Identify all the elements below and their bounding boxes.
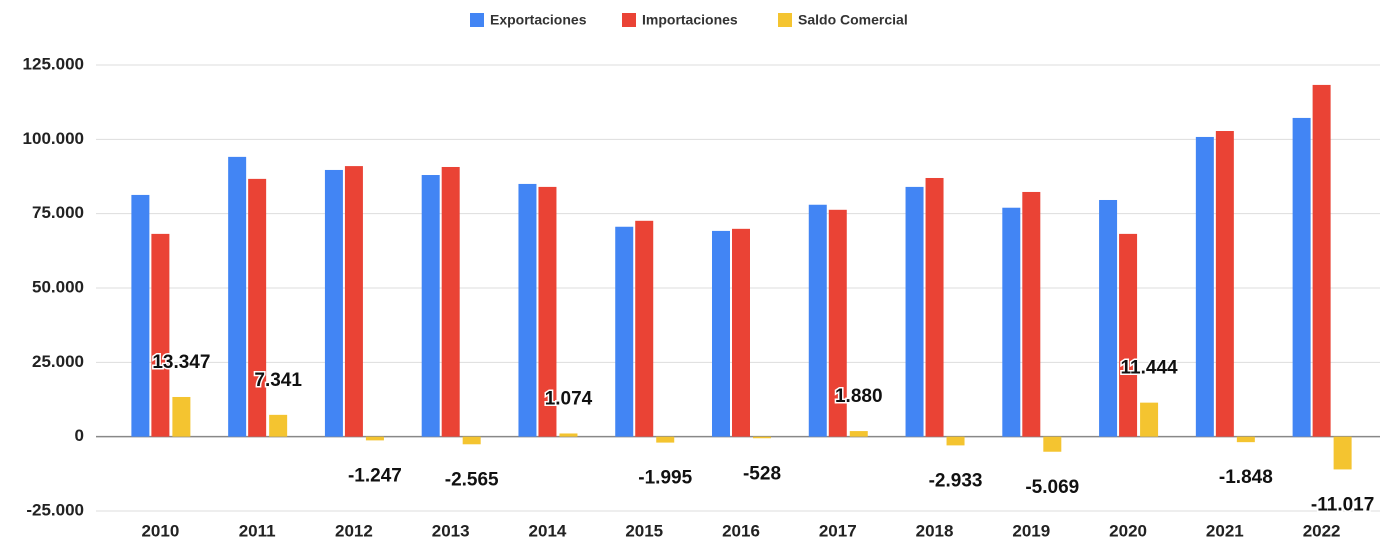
x-tick-label: 2020 [1109, 521, 1147, 540]
bar [1215, 131, 1234, 437]
data-label: -528 [743, 463, 781, 484]
bar [925, 177, 944, 437]
x-tick-label: 2021 [1206, 521, 1244, 540]
bar [712, 230, 730, 437]
data-label: -1.995 [638, 468, 692, 489]
y-tick-label: -25.000 [26, 500, 84, 519]
bar [1002, 207, 1021, 437]
bar [1333, 436, 1352, 470]
bar [1022, 191, 1041, 437]
bar [1119, 233, 1138, 437]
bar [462, 436, 481, 445]
data-label: -11.017 [1311, 494, 1374, 515]
bar [656, 436, 675, 443]
bar [1043, 436, 1062, 452]
bar [753, 436, 771, 439]
y-tick-label: 0 [75, 426, 84, 445]
bar [131, 194, 150, 437]
data-label: -1.247 [348, 465, 402, 486]
bar [1312, 84, 1331, 437]
bar [538, 186, 557, 437]
bar [849, 431, 868, 437]
data-label: 7.341 [254, 370, 302, 391]
data-label: 1.880 [835, 386, 883, 407]
bar [1140, 402, 1159, 437]
bar [421, 175, 440, 437]
bar [518, 183, 537, 437]
x-tick-label: 2010 [141, 521, 179, 540]
legend-label: Exportaciones [490, 12, 587, 28]
x-tick-label: 2011 [239, 521, 276, 540]
legend-swatch [622, 13, 636, 27]
bar [635, 220, 654, 437]
data-label: 1.074 [545, 388, 593, 409]
data-label: -5.069 [1025, 477, 1079, 498]
bar [946, 436, 965, 446]
bar [172, 396, 191, 437]
x-tick-label: 2015 [625, 521, 663, 540]
bar [151, 233, 170, 437]
bar [615, 226, 634, 437]
data-label: -1.848 [1219, 467, 1273, 488]
bar [365, 436, 384, 441]
bar [248, 178, 267, 437]
x-tick-label: 2017 [819, 521, 857, 540]
x-tick-label: 2013 [432, 521, 470, 540]
bar [228, 156, 247, 437]
bar [324, 169, 343, 437]
y-tick-label: 75.000 [32, 203, 84, 222]
x-tick-label: 2022 [1303, 521, 1341, 540]
legend-swatch [778, 13, 792, 27]
x-tick-label: 2018 [916, 521, 954, 540]
bar [441, 166, 460, 437]
bar [905, 186, 924, 437]
data-label: 11.444 [1121, 358, 1178, 379]
x-tick-label: 2016 [722, 521, 760, 540]
y-tick-label: 125.000 [23, 54, 84, 73]
bar [1236, 436, 1255, 443]
bar [559, 433, 578, 437]
data-label: 13.347 [152, 352, 210, 373]
x-tick-label: 2019 [1012, 521, 1050, 540]
x-tick-label: 2014 [529, 521, 567, 540]
x-tick-label: 2012 [335, 521, 373, 540]
bar [344, 166, 363, 437]
bar [1195, 136, 1214, 437]
bar [1292, 117, 1311, 437]
y-tick-label: 100.000 [23, 129, 84, 148]
bar [1099, 199, 1118, 437]
bar [828, 209, 847, 437]
data-label: -2.933 [929, 470, 983, 491]
y-tick-label: 50.000 [32, 277, 84, 296]
legend-label: Saldo Comercial [798, 12, 908, 28]
bar [732, 228, 750, 437]
y-tick-label: 25.000 [32, 352, 84, 371]
legend-label: Importaciones [642, 12, 738, 28]
bar [269, 414, 288, 437]
data-label: -2.565 [445, 469, 499, 490]
legend-swatch [470, 13, 484, 27]
bar [808, 204, 827, 437]
